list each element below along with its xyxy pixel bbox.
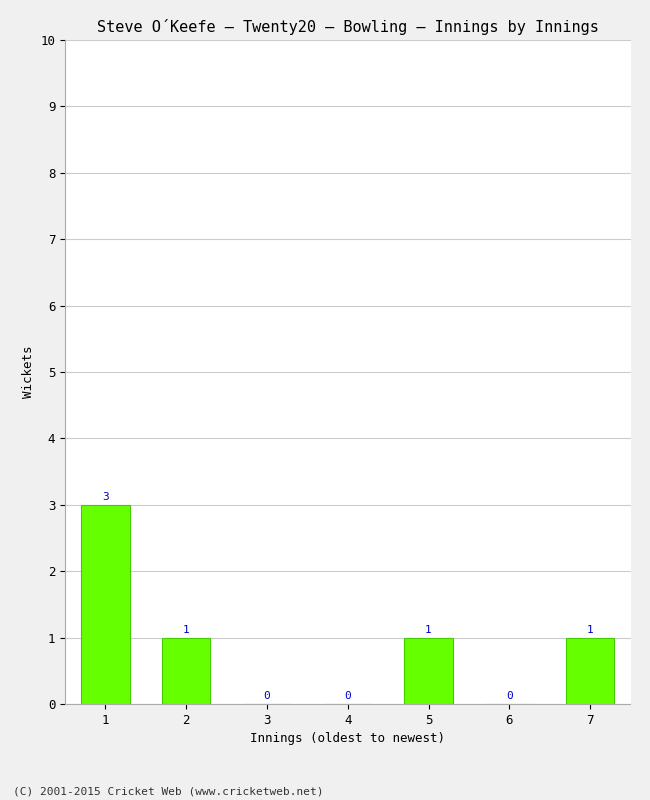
Bar (162, 638, 211, 704)
Text: 0: 0 (506, 691, 513, 702)
Title: Steve O´Keefe – Twenty20 – Bowling – Innings by Innings: Steve O´Keefe – Twenty20 – Bowling – Inn… (97, 18, 599, 34)
Text: 0: 0 (344, 691, 351, 702)
Text: (C) 2001-2015 Cricket Web (www.cricketweb.net): (C) 2001-2015 Cricket Web (www.cricketwe… (13, 786, 324, 796)
Text: 0: 0 (264, 691, 270, 702)
Text: 1: 1 (425, 625, 432, 635)
Y-axis label: Wickets: Wickets (21, 346, 34, 398)
Bar (566, 638, 614, 704)
Bar (404, 638, 453, 704)
Text: 1: 1 (587, 625, 593, 635)
Text: 3: 3 (102, 492, 109, 502)
Text: 1: 1 (183, 625, 190, 635)
Bar (81, 505, 129, 704)
X-axis label: Innings (oldest to newest): Innings (oldest to newest) (250, 732, 445, 746)
